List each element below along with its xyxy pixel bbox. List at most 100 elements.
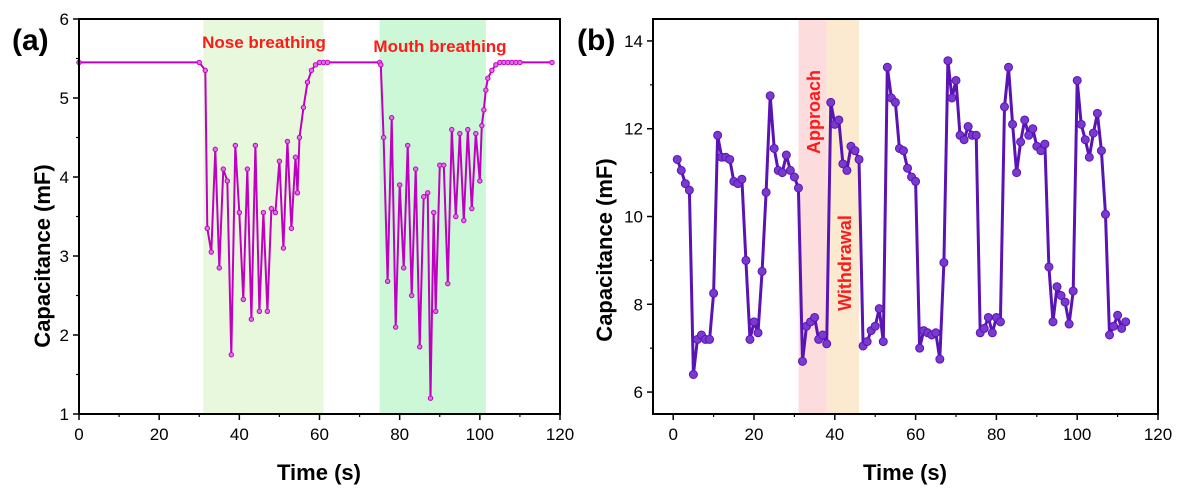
data-point [983, 312, 993, 322]
data-point [408, 292, 415, 299]
data-point [312, 62, 319, 68]
data-point [388, 115, 395, 121]
data-point [240, 296, 247, 303]
y-tick-label: 12 [624, 120, 643, 139]
x-tick-label: 120 [546, 425, 574, 444]
data-point [939, 258, 949, 268]
data-point [425, 190, 431, 196]
data-point [493, 62, 499, 68]
data-point [469, 205, 475, 212]
data-point [951, 75, 961, 85]
data-point [979, 323, 989, 333]
data-point [392, 324, 399, 330]
data-point [380, 134, 387, 141]
data-point [224, 178, 231, 184]
data-point [749, 317, 759, 327]
data-point [1121, 317, 1131, 327]
data-point [1060, 297, 1070, 307]
data-point [854, 154, 864, 164]
data-point [276, 158, 283, 164]
data-point [404, 142, 411, 149]
data-point [713, 130, 723, 140]
data-point [737, 174, 747, 184]
data-point [473, 130, 479, 137]
data-point [220, 166, 227, 172]
data-point [1016, 137, 1026, 147]
data-point [709, 288, 719, 298]
data-point [479, 122, 485, 129]
data-point [878, 337, 888, 347]
data-point [890, 97, 900, 107]
data-point [481, 107, 487, 113]
panel-a: (a) 0 20 40 60 80 100 120 1 2 3 4 5 6 Nose breathing… [12, 10, 574, 485]
data-point [1052, 282, 1062, 292]
data-point [1004, 62, 1014, 72]
panel-a-label: (a) [12, 24, 49, 57]
data-point [202, 67, 208, 74]
data-point [216, 265, 222, 271]
data-point [1064, 319, 1074, 329]
x-tick-label: 40 [825, 425, 844, 444]
data-point [1044, 262, 1054, 272]
region-label-1: Mouth breathing [373, 37, 506, 56]
data-point [1012, 168, 1022, 178]
data-point [1008, 119, 1018, 129]
panel-b-xlabel: Time (s) [863, 460, 947, 485]
data-point [208, 249, 214, 255]
data-point [449, 126, 455, 133]
data-point [676, 165, 686, 175]
data-point [1076, 119, 1086, 129]
x-tick-label: 0 [668, 425, 677, 444]
data-point [850, 146, 860, 156]
data-point [1100, 209, 1110, 219]
data-point [457, 130, 463, 137]
data-point [1040, 139, 1050, 149]
data-point [517, 59, 523, 66]
y-tick-label: 4 [60, 168, 69, 187]
panel-a-ticks: 0 20 40 60 80 100 120 1 2 3 4 5 6 [60, 10, 575, 444]
data-point [248, 316, 255, 322]
x-tick-label: 0 [74, 425, 83, 444]
data-point [465, 126, 471, 133]
data-point [882, 62, 892, 72]
data-point [785, 165, 795, 175]
x-tick-label: 40 [230, 425, 249, 444]
data-point [765, 91, 775, 101]
data-point [943, 56, 953, 66]
series-line-0 [79, 61, 552, 400]
data-point [294, 190, 301, 196]
data-point [874, 304, 884, 314]
data-point [947, 93, 957, 103]
data-point [485, 75, 491, 81]
x-tick-label: 20 [745, 425, 764, 444]
data-point [232, 142, 239, 149]
data-point [862, 337, 872, 347]
panel-b-annotations: Approach Withdrawal [804, 70, 855, 311]
data-point [204, 225, 210, 232]
data-point [793, 183, 803, 193]
data-point [842, 165, 852, 175]
data-point [1024, 130, 1034, 140]
data-point [987, 328, 997, 338]
x-tick-label: 60 [310, 425, 329, 444]
data-point [688, 370, 698, 379]
data-point [280, 245, 287, 251]
data-point [818, 330, 828, 340]
panel-a-xlabel: Time (s) [277, 460, 361, 485]
data-point [427, 395, 434, 401]
y-tick-label: 2 [60, 326, 69, 345]
y-tick-label: 14 [624, 32, 643, 51]
data-point [1080, 135, 1090, 145]
data-point [761, 187, 771, 197]
data-point [308, 67, 315, 74]
data-point [421, 194, 427, 200]
data-point [1092, 108, 1102, 118]
data-point [680, 179, 690, 189]
x-tick-label: 80 [390, 425, 409, 444]
data-point [413, 166, 419, 172]
y-tick-label: 10 [624, 208, 643, 227]
data-point [284, 138, 291, 145]
x-tick-label: 20 [150, 425, 169, 444]
data-point [196, 59, 202, 66]
data-point [256, 308, 263, 314]
